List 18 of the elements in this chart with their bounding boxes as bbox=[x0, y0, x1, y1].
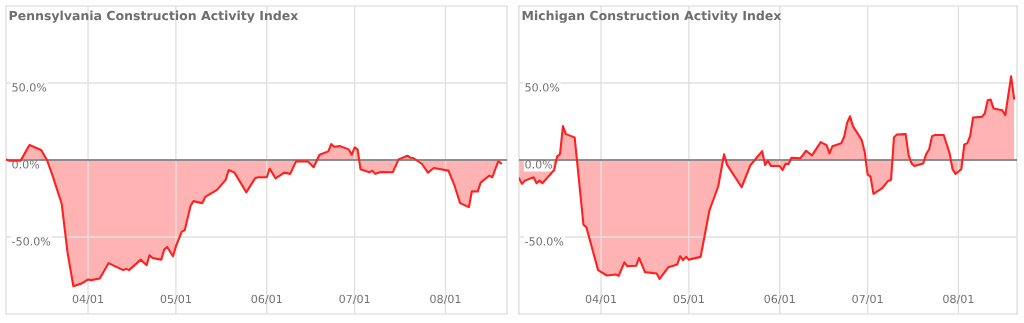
y-tick-label: 0.0% bbox=[12, 160, 40, 169]
y-tick-label: 50.0% bbox=[525, 83, 560, 92]
x-tick-label: 05/01 bbox=[160, 294, 191, 305]
y-tick-label: -50.0% bbox=[525, 237, 564, 246]
x-tick-label: 05/01 bbox=[673, 294, 704, 305]
y-tick-label: 50.0% bbox=[12, 83, 47, 92]
y-tick-label: -50.0% bbox=[12, 237, 51, 246]
x-tick-label: 07/01 bbox=[339, 294, 370, 305]
x-tick-label: 08/01 bbox=[430, 294, 461, 305]
x-tick-label: 04/01 bbox=[72, 294, 104, 305]
chart-title: Pennsylvania Construction Activity Index bbox=[9, 10, 299, 23]
x-tick-label: 04/01 bbox=[585, 294, 617, 305]
chart-title: Michigan Construction Activity Index bbox=[522, 10, 782, 23]
y-tick-label: 0.0% bbox=[525, 160, 553, 169]
x-tick-label: 07/01 bbox=[852, 294, 883, 305]
x-tick-label: 06/01 bbox=[764, 294, 795, 305]
x-tick-label: 08/01 bbox=[943, 294, 974, 305]
x-tick-label: 06/01 bbox=[251, 294, 282, 305]
